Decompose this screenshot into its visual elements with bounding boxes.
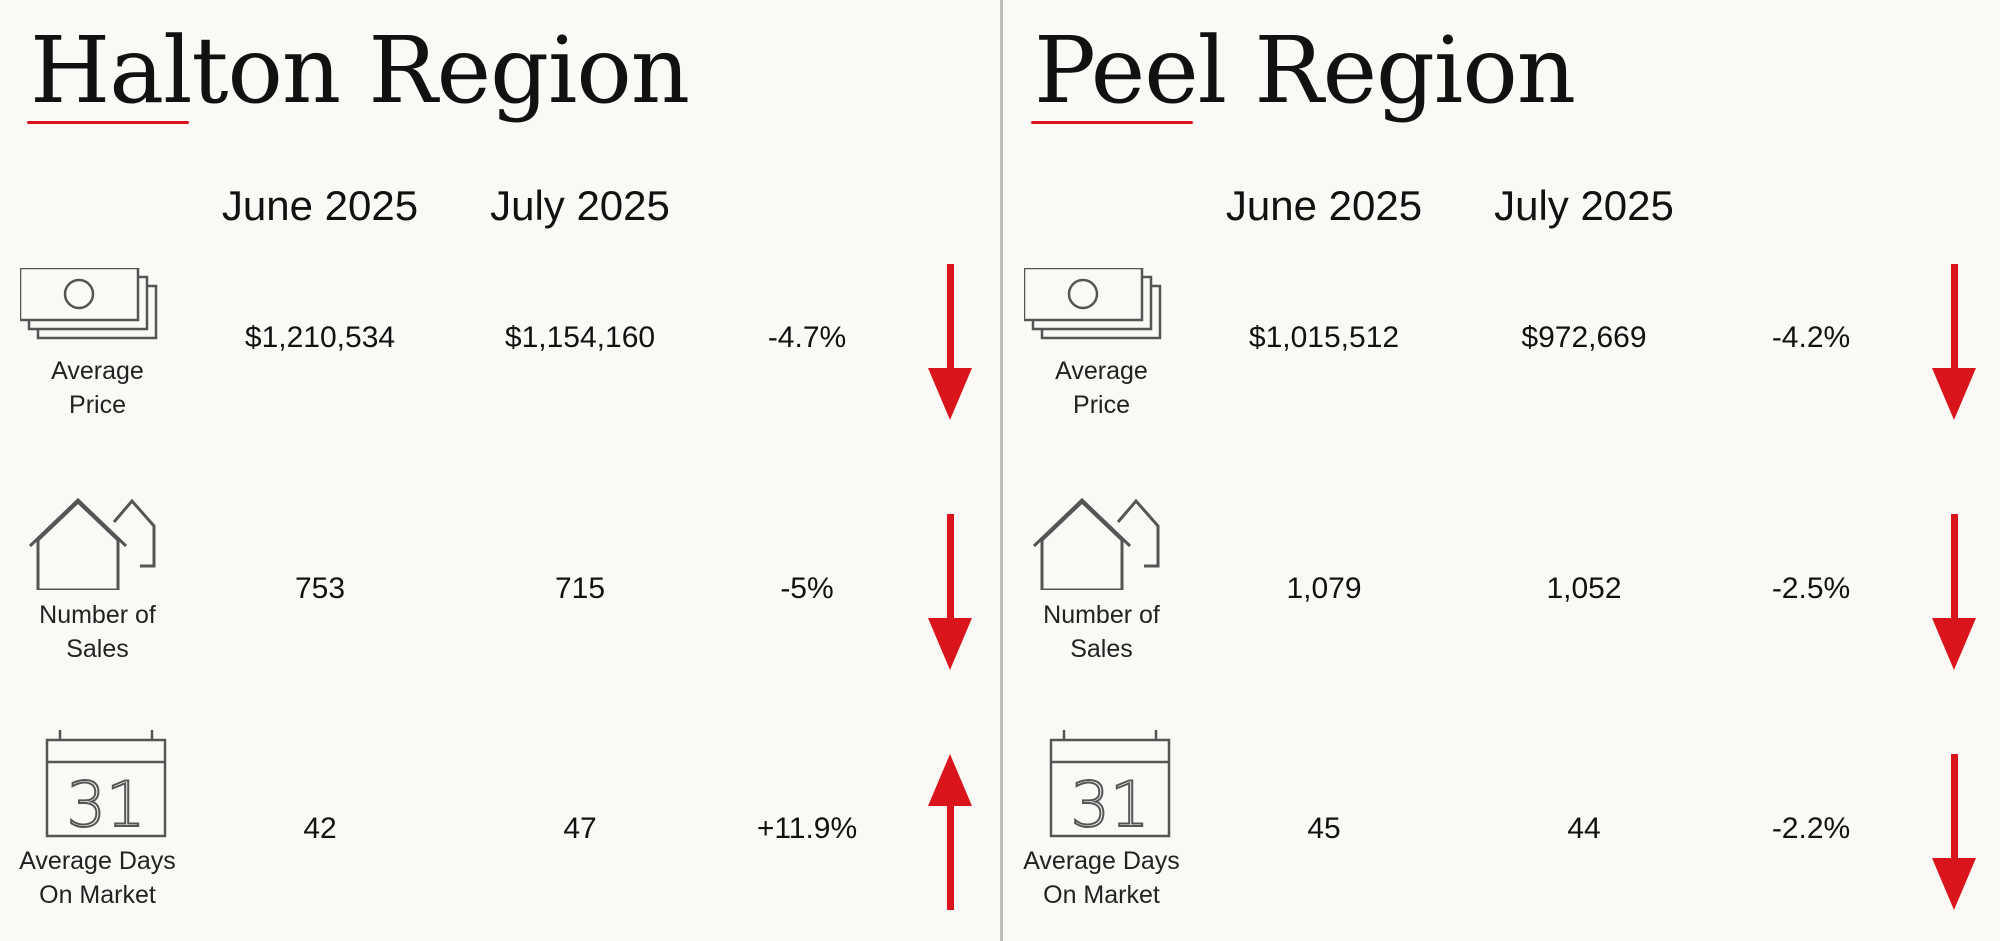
metric-label: Average Price [1055, 357, 1148, 419]
region-divider [1000, 0, 1003, 941]
value-july: 47 [563, 812, 597, 845]
column-header-june: June 2025 [221, 182, 419, 229]
region-panel-halton: Halton Region June 2025 July 2025 Averag… [19, 17, 972, 910]
region-title: Halton Region [30, 17, 690, 124]
money-icon [20, 268, 158, 340]
value-july: $972,669 [1521, 321, 1647, 354]
percent-change: -4.7% [767, 321, 847, 354]
value-july: $1,154,160 [504, 321, 656, 354]
metric-label: Average Days On Market [1023, 847, 1180, 909]
arrow-down-icon [928, 264, 972, 420]
value-june: $1,015,512 [1248, 321, 1400, 354]
value-july: 1,052 [1546, 572, 1622, 605]
svg-text:31: 31 [67, 768, 146, 838]
region-panel-peel: Peel Region June 2025 July 2025 Average … [1004, 0, 2000, 941]
houses-icon [1032, 497, 1160, 590]
value-july: 715 [554, 572, 606, 605]
column-header-july: July 2025 [490, 182, 670, 229]
metric-label: Average Days On Market [19, 847, 176, 909]
svg-text:31: 31 [1071, 768, 1150, 838]
value-june: 45 [1307, 812, 1341, 845]
value-july: 44 [1567, 812, 1601, 845]
value-june: 753 [294, 572, 346, 605]
calendar-icon: 31 [45, 730, 167, 838]
metric-label: Number of Sales [39, 601, 156, 663]
percent-change: -2.2% [1771, 812, 1851, 845]
column-header-june: June 2025 [1225, 182, 1423, 229]
arrow-down-icon [1932, 754, 1976, 910]
value-june: 1,079 [1286, 572, 1362, 605]
title-underline [27, 121, 189, 124]
column-header-july: July 2025 [1494, 182, 1674, 229]
title-underline [1031, 121, 1193, 124]
money-icon [1024, 268, 1162, 340]
percent-change: -4.2% [1771, 321, 1851, 354]
value-june: 42 [303, 812, 337, 845]
percent-change: -2.5% [1771, 572, 1851, 605]
arrow-down-icon [928, 514, 972, 670]
region-title: Peel Region [1034, 17, 1576, 124]
calendar-icon: 31 [1049, 730, 1171, 838]
arrow-down-icon [1932, 264, 1976, 420]
arrow-down-icon [1932, 514, 1976, 670]
metric-label: Number of Sales [1043, 601, 1160, 663]
percent-change: +11.9% [756, 812, 858, 845]
metric-label: Average Price [51, 357, 144, 419]
houses-icon [28, 497, 156, 590]
percent-change: -5% [780, 572, 834, 605]
value-june: $1,210,534 [244, 321, 396, 354]
arrow-up-icon [928, 754, 972, 910]
